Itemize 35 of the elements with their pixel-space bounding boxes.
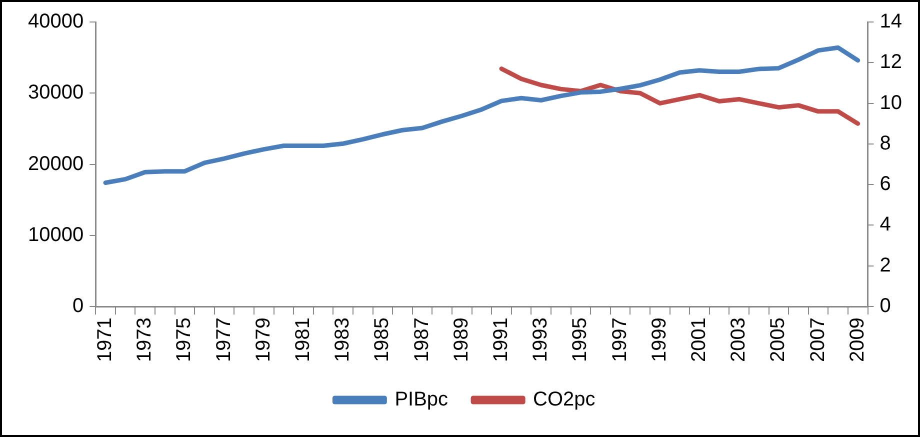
x-tick-label: 1971 (94, 318, 116, 362)
legend-label: PIBpc (394, 388, 448, 411)
x-tick-label: 1975 (173, 318, 196, 362)
x-tick-label: 1993 (530, 318, 552, 362)
y2-tick-label: 0 (880, 295, 891, 318)
x-tick-label: 1973 (134, 318, 156, 362)
y2-tick-label: 12 (880, 51, 902, 74)
y2-tick-label: 10 (880, 92, 902, 114)
y-tick-label: 10000 (28, 224, 84, 246)
y2-tick-label: 8 (880, 132, 891, 154)
x-tick-label: 2001 (688, 318, 710, 362)
y2-tick-label: 14 (880, 10, 902, 33)
y-tick-label: 20000 (28, 152, 84, 175)
x-tick-label: 1995 (569, 318, 592, 362)
x-tick-label: 2003 (728, 318, 750, 362)
x-tick-label: 1987 (410, 318, 433, 362)
x-tick-label: 2005 (767, 318, 790, 362)
x-tick-label: 2009 (846, 318, 868, 362)
y-tick-label: 30000 (28, 82, 84, 104)
x-tick-label: 1983 (332, 318, 354, 362)
x-tick-label: 2007 (806, 318, 829, 362)
y-tick-label: 40000 (28, 10, 84, 33)
y2-tick-label: 6 (880, 173, 891, 196)
x-tick-label: 1977 (212, 318, 235, 362)
y-tick-label: 0 (72, 295, 84, 318)
x-tick-label: 1991 (490, 318, 512, 362)
x-tick-label: 1985 (371, 318, 394, 362)
y2-tick-label: 4 (880, 214, 891, 236)
x-tick-label: 1981 (292, 318, 314, 362)
legend-label: CO2pc (533, 388, 596, 411)
y2-tick-label: 2 (880, 254, 891, 276)
x-tick-label: 1999 (648, 318, 670, 362)
x-tick-label: 1997 (608, 318, 631, 362)
x-tick-label: 1989 (450, 318, 472, 362)
x-tick-label: 1979 (252, 318, 274, 362)
